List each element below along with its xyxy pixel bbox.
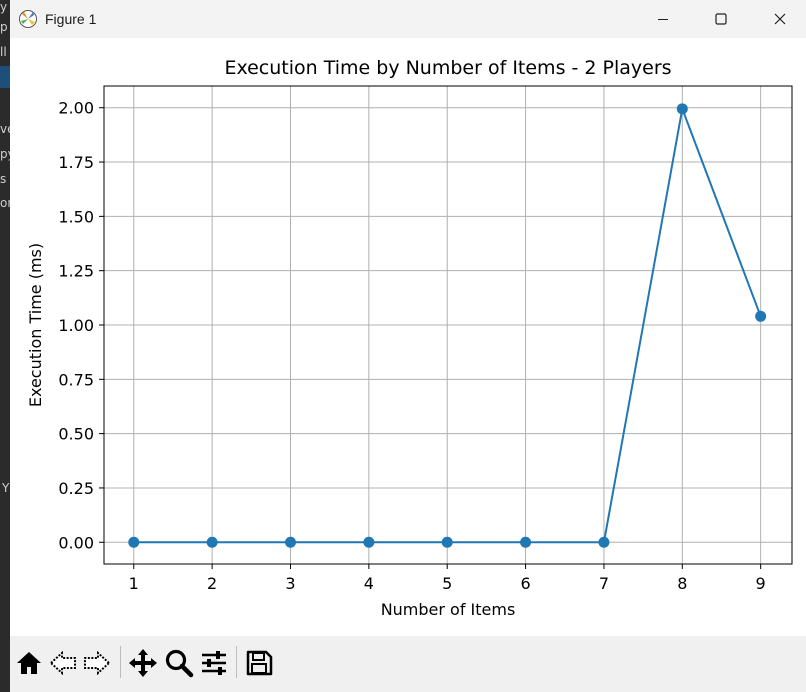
toolbar-separator [236,646,237,678]
plot-canvas[interactable]: 1 2 3 4 5 6 7 8 9 0.00 0.25 0.50 0.75 1.00 1.25 1.50 1.7… [10,38,806,636]
chart-title: Execution Time by Number of Items - 2 Pl… [224,57,671,79]
window-title: Figure 1 [45,11,97,27]
x-axis-label: Number of Items [381,600,516,619]
data-point[interactable] [128,536,140,548]
background-fragment: ve [0,122,10,136]
y-tick-label: 1.50 [58,207,94,226]
matplotlib-app-icon [18,9,38,29]
y-tick-label: 0.50 [58,425,94,444]
data-point[interactable] [363,536,375,548]
ticks: 1 2 3 4 5 6 7 8 9 0.00 0.25 0.50 0.75 1.00 1.25 1.50 1.7… [58,99,765,593]
figure-window: Figure 1 1 2 3 4 5 6 7 8 9 0.00 0.25 0.50 0.75 1.00 1.… [10,0,806,692]
navigation-toolbar [10,636,806,692]
pan-button[interactable] [126,646,160,680]
y-tick-label: 0.00 [58,533,94,552]
zoom-icon [165,649,194,678]
y-tick-label: 2.00 [58,99,94,118]
grid [104,86,792,564]
x-tick-label: 8 [677,574,687,593]
pan-icon [129,649,157,677]
line-chart[interactable]: 1 2 3 4 5 6 7 8 9 0.00 0.25 0.50 0.75 1.00 1.25 1.50 1.7… [10,38,806,636]
minimize-icon [658,19,668,20]
minimize-button[interactable] [640,0,686,38]
x-tick-label: 5 [442,574,452,593]
background-fragment: Y [2,481,10,495]
forward-icon [84,650,111,676]
background-fragment: py [0,147,10,161]
data-point[interactable] [284,536,296,548]
title-bar[interactable]: Figure 1 [10,0,806,38]
x-tick-label: 6 [520,574,530,593]
home-button[interactable] [12,646,46,680]
x-tick-label: 7 [599,574,609,593]
forward-button[interactable] [80,646,114,680]
x-tick-label: 1 [129,574,139,593]
background-fragment: s [0,172,7,186]
back-button[interactable] [46,646,80,680]
data-point[interactable] [206,536,218,548]
save-button[interactable] [242,646,276,680]
back-icon [49,650,76,676]
x-tick-label: 9 [756,574,766,593]
background-fragment: on [0,196,10,210]
close-icon [774,13,786,25]
configure-subplots-button[interactable] [197,646,231,680]
background-fragment: y [0,0,8,14]
background-window-strip: y p ll ve py s on Y [0,0,10,692]
background-fragment: ll [0,45,7,59]
y-tick-label: 1.25 [58,262,94,281]
toolbar-separator [120,646,121,678]
close-button[interactable] [757,0,803,38]
save-icon [246,650,273,676]
maximize-button[interactable] [698,0,744,38]
x-tick-label: 4 [364,574,374,593]
y-tick-label: 0.75 [58,370,94,389]
data-point[interactable] [598,536,610,548]
configure-subplots-icon [202,651,226,675]
data-point[interactable] [441,536,453,548]
x-tick-label: 2 [207,574,217,593]
y-tick-label: 1.75 [58,153,94,172]
x-tick-label: 3 [285,574,295,593]
y-tick-label: 0.25 [58,479,94,498]
y-tick-label: 1.00 [58,316,94,335]
home-icon [17,652,41,674]
zoom-button[interactable] [162,646,196,680]
data-point[interactable] [676,103,688,115]
maximize-icon [715,13,727,25]
data-point[interactable] [755,310,767,322]
y-axis-label: Execution Time (ms) [26,243,45,407]
data-point[interactable] [520,536,532,548]
background-fragment: p [0,20,8,34]
series-layer [128,103,767,548]
background-highlight [0,66,10,88]
